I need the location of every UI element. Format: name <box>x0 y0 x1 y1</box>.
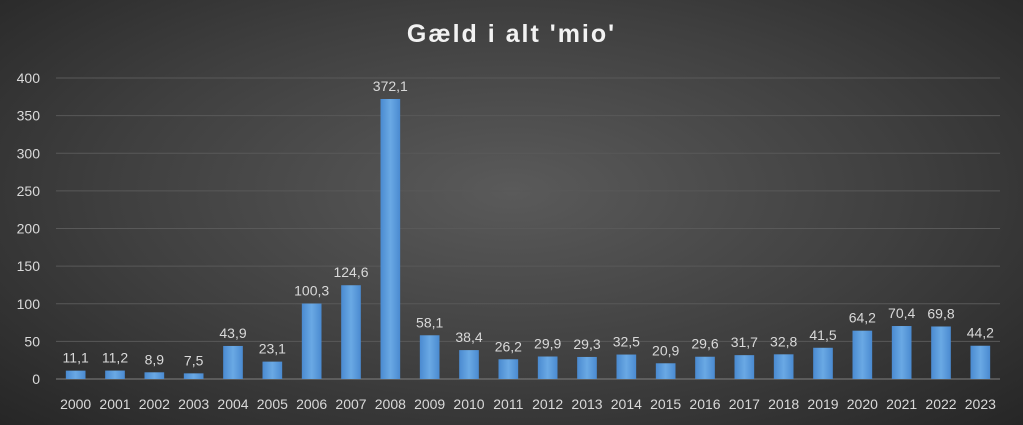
data-label: 7,5 <box>184 352 204 368</box>
bar <box>852 330 873 379</box>
data-label: 20,9 <box>652 342 679 358</box>
data-label: 64,2 <box>849 310 876 326</box>
data-label: 11,1 <box>63 350 89 366</box>
bars <box>65 98 991 379</box>
x-tick-label: 2013 <box>571 396 602 412</box>
data-label: 26,2 <box>495 338 522 354</box>
bar <box>695 356 715 379</box>
data-label: 41,5 <box>809 327 836 343</box>
bar <box>419 335 440 379</box>
x-tick-label: 2022 <box>925 396 956 412</box>
bar <box>183 373 204 379</box>
data-label: 11,2 <box>102 350 128 366</box>
data-label: 372,1 <box>373 78 408 94</box>
data-label: 58,1 <box>416 314 443 330</box>
bar <box>970 345 991 379</box>
x-tick-label: 2010 <box>453 396 484 412</box>
bar <box>537 356 558 379</box>
bar <box>734 355 755 379</box>
data-label: 100,3 <box>294 283 329 299</box>
y-tick-label: 400 <box>17 70 41 86</box>
y-tick-label: 50 <box>24 333 40 349</box>
x-tick-label: 2005 <box>257 396 288 412</box>
chart-title: Gæld i alt 'mio' <box>406 20 617 48</box>
x-tick-label: 2023 <box>965 396 996 412</box>
x-tick-label: 2021 <box>886 396 917 412</box>
bar <box>773 354 794 379</box>
bar <box>144 372 165 379</box>
data-label: 23,1 <box>259 341 286 357</box>
x-tick-label: 2011 <box>493 396 523 412</box>
y-tick-label: 150 <box>17 258 41 274</box>
y-tick-label: 350 <box>17 108 41 124</box>
data-label: 69,8 <box>927 305 954 321</box>
bar <box>380 98 401 379</box>
x-tick-label: 2002 <box>139 396 170 412</box>
y-tick-label: 0 <box>32 371 40 387</box>
bar <box>301 303 322 379</box>
data-label: 29,9 <box>534 336 561 352</box>
y-tick-label: 300 <box>17 145 41 161</box>
data-label: 31,7 <box>731 334 758 350</box>
x-tick-label: 2003 <box>178 396 209 412</box>
data-label: 70,4 <box>888 305 915 321</box>
gridlines <box>56 77 1000 380</box>
y-axis-ticks: 0 50 100 150 200 250 300 350 400 <box>17 70 41 387</box>
x-tick-label: 2017 <box>729 396 760 412</box>
x-tick-label: 2000 <box>60 396 91 412</box>
data-label: 32,5 <box>613 334 640 350</box>
y-tick-label: 100 <box>17 296 41 312</box>
x-tick-label: 2014 <box>611 396 642 412</box>
x-tick-label: 2004 <box>217 396 248 412</box>
bar <box>931 326 951 379</box>
x-axis-ticks: 2000 2001 2002 2003 2004 2005 2006 2007 2008 2009… <box>60 396 996 412</box>
bar <box>577 356 597 379</box>
bar <box>813 347 833 379</box>
x-tick-label: 2015 <box>650 396 681 412</box>
bar <box>65 370 86 379</box>
x-tick-label: 2009 <box>414 396 445 412</box>
bar <box>498 359 519 379</box>
bar <box>105 370 125 379</box>
bar <box>262 361 283 379</box>
bar <box>616 354 637 379</box>
data-label: 38,4 <box>455 329 482 345</box>
x-tick-label: 2020 <box>847 396 878 412</box>
x-tick-label: 2016 <box>689 396 720 412</box>
x-tick-label: 2012 <box>532 396 563 412</box>
x-tick-label: 2001 <box>99 396 130 412</box>
y-tick-label: 200 <box>17 221 41 237</box>
x-tick-label: 2019 <box>807 396 838 412</box>
data-label: 124,6 <box>333 264 368 280</box>
bar <box>459 350 479 379</box>
y-tick-label: 250 <box>17 183 41 199</box>
bar <box>891 326 912 379</box>
data-label: 29,3 <box>573 336 600 352</box>
x-tick-label: 2018 <box>768 396 799 412</box>
bar <box>655 363 676 379</box>
data-label: 32,8 <box>770 333 797 349</box>
x-tick-label: 2006 <box>296 396 327 412</box>
data-label: 44,2 <box>967 325 994 341</box>
bar <box>341 285 361 379</box>
x-tick-label: 2007 <box>335 396 366 412</box>
data-label: 29,6 <box>691 336 718 352</box>
data-label: 43,9 <box>219 325 246 341</box>
data-label: 8,9 <box>145 351 165 367</box>
bar <box>223 345 243 379</box>
x-tick-label: 2008 <box>375 396 406 412</box>
